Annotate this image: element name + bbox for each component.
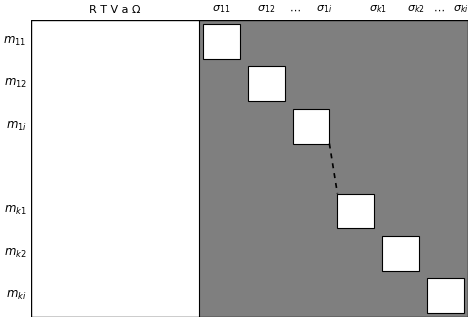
Bar xyxy=(199,20,468,317)
Text: $m_{ki}$: $m_{ki}$ xyxy=(6,289,27,302)
Text: $m_{12}$: $m_{12}$ xyxy=(3,77,27,90)
Text: $\cdots$: $\cdots$ xyxy=(290,5,301,15)
Bar xyxy=(427,278,464,313)
Bar xyxy=(203,24,240,59)
Bar xyxy=(337,194,374,228)
Text: $\sigma_{1i}$: $\sigma_{1i}$ xyxy=(316,3,332,15)
Text: $\sigma_{12}$: $\sigma_{12}$ xyxy=(257,3,275,15)
Text: $\sigma_{k2}$: $\sigma_{k2}$ xyxy=(407,3,425,15)
Text: R T V a Ω: R T V a Ω xyxy=(89,5,141,15)
Bar xyxy=(248,66,284,101)
Text: $\sigma_{ki}$: $\sigma_{ki}$ xyxy=(453,3,469,15)
Text: $m_{11}$: $m_{11}$ xyxy=(3,35,27,48)
Bar xyxy=(382,236,419,271)
Text: $\sigma_{11}$: $\sigma_{11}$ xyxy=(212,3,231,15)
Bar xyxy=(31,20,199,317)
Text: $m_{k2}$: $m_{k2}$ xyxy=(4,247,27,260)
Text: $m_{1i}$: $m_{1i}$ xyxy=(6,120,27,133)
Text: $\cdots$: $\cdots$ xyxy=(433,5,445,15)
Text: $\sigma_{k1}$: $\sigma_{k1}$ xyxy=(369,3,387,15)
Bar xyxy=(292,109,329,143)
Text: $m_{k1}$: $m_{k1}$ xyxy=(4,204,27,217)
